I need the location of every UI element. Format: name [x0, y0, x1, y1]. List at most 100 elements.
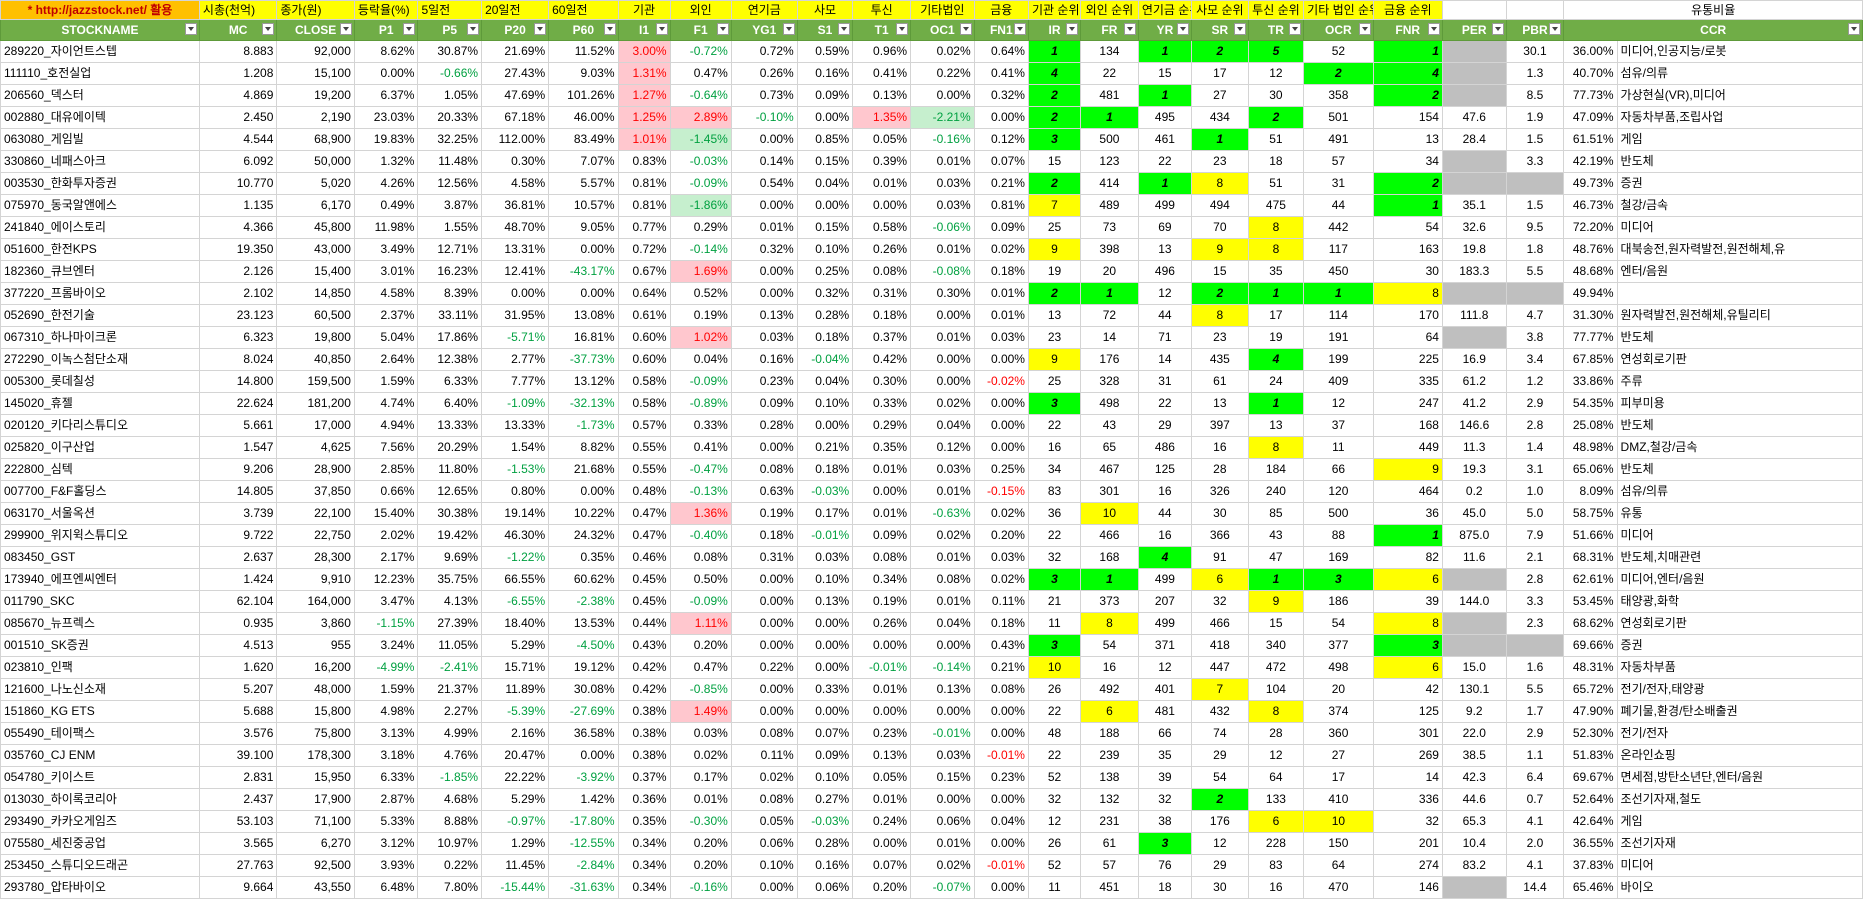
cell[interactable]: 0.25%	[796, 260, 854, 283]
cell[interactable]: 37.83%	[1563, 854, 1618, 877]
cell[interactable]: 3.49%	[353, 238, 419, 261]
top-header-cell[interactable]: 기관 순위	[1027, 0, 1082, 20]
cell[interactable]: 0.01%	[852, 788, 912, 811]
cell[interactable]: 13	[1247, 414, 1305, 437]
cell[interactable]: 12.65%	[417, 480, 483, 503]
cell[interactable]: 47.69%	[481, 84, 550, 107]
cell[interactable]: 0.39%	[852, 150, 912, 173]
cell[interactable]: 500	[1080, 128, 1139, 151]
cell[interactable]: 0.04%	[669, 348, 732, 371]
cell[interactable]: 0.03%	[910, 744, 975, 767]
cell[interactable]: 0.11%	[730, 744, 798, 767]
column-header-fnr[interactable]: FNR	[1372, 19, 1443, 41]
cell[interactable]: -1.22%	[481, 546, 550, 569]
cell[interactable]: 27.39%	[417, 612, 483, 635]
cell[interactable]: 48.76%	[1563, 238, 1618, 261]
cell[interactable]: -17.80%	[548, 810, 619, 833]
cell[interactable]: 176	[1191, 810, 1249, 833]
table-row[interactable]: 075970_동국알앤에스 1.135 6,170 0.49% 3.87% 36.81% 1…	[0, 194, 1863, 217]
cell[interactable]: 25.08%	[1563, 414, 1618, 437]
cell[interactable]: 14.805	[198, 480, 278, 503]
column-header-ir[interactable]: IR	[1027, 19, 1082, 41]
cell[interactable]: 0.02%	[730, 766, 798, 789]
cell[interactable]: 6.33%	[353, 766, 419, 789]
cell[interactable]: 4	[1027, 62, 1082, 85]
cell[interactable]: 0.41%	[973, 62, 1029, 85]
cell[interactable]: 9	[1027, 238, 1082, 261]
cell[interactable]: 145020_휴젤	[0, 392, 200, 415]
column-header-p1[interactable]: P1	[353, 19, 419, 41]
cell[interactable]: 29	[1137, 414, 1193, 437]
cell[interactable]: 0.61%	[617, 304, 671, 327]
cell[interactable]: 186	[1303, 590, 1374, 613]
cell[interactable]: 111.8	[1441, 304, 1507, 327]
filter-dropdown-icon[interactable]	[1358, 23, 1371, 35]
cell[interactable]: 3.8	[1505, 326, 1565, 349]
cell[interactable]: -0.01%	[973, 744, 1029, 767]
cell[interactable]: 36.58%	[548, 722, 619, 745]
column-header-t1[interactable]: T1	[852, 19, 912, 41]
cell[interactable]: 0.05%	[852, 766, 912, 789]
cell[interactable]: 0.48%	[617, 480, 671, 503]
table-row[interactable]: 035760_CJ ENM 39.100 178,300 3.18% 4.76% 20.4…	[0, 744, 1863, 767]
cell[interactable]: 499	[1137, 612, 1193, 635]
cell[interactable]: 54.35%	[1563, 392, 1618, 415]
cell[interactable]: 31	[1303, 172, 1374, 195]
cell[interactable]: 0.20%	[669, 634, 732, 657]
cell[interactable]: 240	[1247, 480, 1305, 503]
cell[interactable]	[1505, 634, 1565, 657]
column-header-fn1[interactable]: FN1	[973, 19, 1029, 41]
cell[interactable]: 2	[1191, 40, 1249, 63]
cell[interactable]: 0.26%	[852, 612, 912, 635]
cell[interactable]: 397	[1191, 414, 1249, 437]
cell[interactable]: 418	[1191, 634, 1249, 657]
cell[interactable]: 0.00%	[730, 876, 798, 899]
cell[interactable]: 19.8	[1441, 238, 1507, 261]
cell[interactable]: 31.30%	[1563, 304, 1618, 327]
cell[interactable]: 0.00%	[796, 656, 854, 679]
cell[interactable]: 1.0	[1505, 480, 1565, 503]
cell[interactable]: 17	[1191, 62, 1249, 85]
cell[interactable]: 0.24%	[852, 810, 912, 833]
cell[interactable]: 2.450	[198, 106, 278, 129]
cell[interactable]: 377	[1303, 634, 1374, 657]
cell[interactable]: 0.03%	[910, 172, 975, 195]
cell[interactable]: 8	[1191, 304, 1249, 327]
cell[interactable]: 0.77%	[617, 216, 671, 239]
table-row[interactable]: 063170_서울옥션 3.739 22,100 15.40% 30.38% 19.14%…	[0, 502, 1863, 525]
cell[interactable]: 22,750	[276, 524, 355, 547]
cell[interactable]: 17	[1247, 304, 1305, 327]
cell[interactable]: 0.42%	[852, 348, 912, 371]
cell[interactable]: 2.437	[198, 788, 278, 811]
cell[interactable]: 3.565	[198, 832, 278, 855]
cell[interactable]: 30.38%	[417, 502, 483, 525]
cell[interactable]: 1	[1080, 106, 1139, 129]
cell[interactable]: 66	[1137, 722, 1193, 745]
cell[interactable]: 게임	[1616, 810, 1863, 833]
cell[interactable]: 23.03%	[353, 106, 419, 129]
cell[interactable]	[1441, 876, 1507, 899]
cell[interactable]: 51.83%	[1563, 744, 1618, 767]
cell[interactable]: 432	[1191, 700, 1249, 723]
cell[interactable]: 125	[1372, 700, 1443, 723]
cell[interactable]: 10.57%	[548, 194, 619, 217]
top-header-cell[interactable]: 종가(원)	[276, 0, 355, 20]
cell[interactable]: 0.58%	[617, 392, 671, 415]
cell[interactable]: 13.12%	[548, 370, 619, 393]
cell[interactable]: 2	[1191, 788, 1249, 811]
cell[interactable]: 1.208	[198, 62, 278, 85]
top-header-cell[interactable]: 투신	[852, 0, 912, 20]
cell[interactable]: 0.04%	[973, 810, 1029, 833]
cell[interactable]: 0.18%	[973, 260, 1029, 283]
cell[interactable]: 104	[1247, 678, 1305, 701]
cell[interactable]: 0.18%	[973, 612, 1029, 635]
cell[interactable]: 007700_F&F홀딩스	[0, 480, 200, 503]
cell[interactable]: 2.17%	[353, 546, 419, 569]
cell[interactable]: 13	[1191, 392, 1249, 415]
cell[interactable]: -0.10%	[730, 106, 798, 129]
cell[interactable]: 0.43%	[973, 634, 1029, 657]
cell[interactable]: 199	[1303, 348, 1374, 371]
cell[interactable]: 철강/금속	[1616, 194, 1863, 217]
filter-dropdown-icon[interactable]	[603, 23, 616, 35]
cell[interactable]: 4.58%	[481, 172, 550, 195]
